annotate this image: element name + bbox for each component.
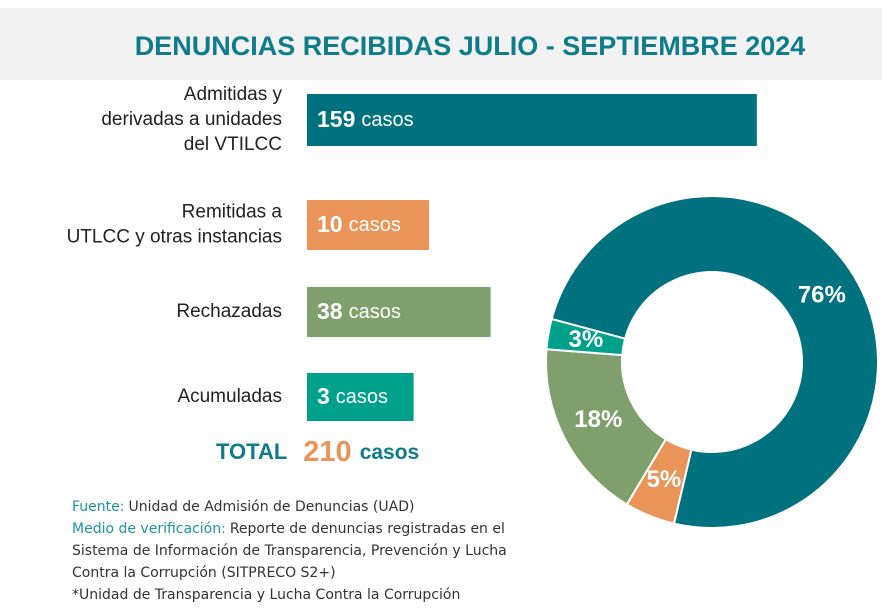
footer-verification: Sistema de Información de Transparencia,… — [72, 543, 507, 559]
donut-label: 3% — [568, 326, 603, 353]
category-label: derivadas a unidades — [101, 109, 282, 130]
total-label: TOTAL — [216, 439, 287, 464]
value-unit: casos — [349, 214, 401, 236]
total-value: 210 — [303, 436, 351, 468]
value-label: 10 casos — [317, 211, 401, 237]
category-label: del VTILCC — [184, 134, 282, 155]
footer-verification: Medio de verificación: Reporte de denunci… — [72, 521, 505, 537]
bar — [307, 287, 491, 337]
donut-segment — [545, 317, 627, 357]
donut-segment — [545, 348, 668, 506]
footer-label: Medio de verificación: — [72, 521, 226, 537]
donut-segment — [550, 195, 879, 529]
donut-label: 76% — [798, 282, 846, 309]
value-label: 3 casos — [317, 383, 388, 409]
value-number: 10 — [317, 211, 343, 237]
category-label: Acumuladas — [177, 386, 282, 407]
footer-verification: Contra la Corrupción (SITPRECO S2+) — [72, 565, 336, 581]
total: TOTAL 210 casos — [216, 436, 419, 468]
value-unit: casos — [349, 301, 401, 323]
value-unit: casos — [336, 386, 388, 408]
value-label: 159 casos — [317, 106, 414, 132]
category-label: Rechazadas — [176, 301, 282, 322]
bar — [307, 373, 414, 421]
donut-label: 5% — [647, 466, 682, 493]
value-number: 159 — [317, 106, 355, 132]
value-number: 3 — [317, 383, 330, 409]
donut-label: 18% — [574, 406, 622, 433]
bar — [307, 200, 429, 250]
footer-text: Unidad de Admisión de Denuncias (UAD) — [128, 499, 414, 515]
value-number: 38 — [317, 298, 343, 324]
footer-label: Fuente: — [72, 499, 124, 515]
chart-title: DENUNCIAS RECIBIDAS JULIO - SEPTIEMBRE 2… — [135, 31, 806, 61]
footer-text: Sistema de Información de Transparencia,… — [72, 543, 507, 559]
category-label: Remitidas a — [182, 202, 283, 223]
category-label: UTLCC y otras instancias — [67, 227, 282, 248]
category-label: Admitidas y — [184, 84, 283, 105]
title-band — [0, 8, 882, 80]
footer-note: *Unidad de Transparencia y Lucha Contra … — [72, 587, 460, 603]
total-unit: casos — [360, 441, 420, 464]
footer-source: Fuente: Unidad de Admisión de Denuncias (… — [72, 499, 414, 515]
footer-text: Contra la Corrupción (SITPRECO S2+) — [72, 565, 336, 581]
value-label: 38 casos — [317, 298, 401, 324]
value-unit: casos — [361, 109, 413, 131]
footer-text: Reporte de denuncias registradas en el — [230, 521, 505, 537]
bar — [307, 94, 757, 146]
